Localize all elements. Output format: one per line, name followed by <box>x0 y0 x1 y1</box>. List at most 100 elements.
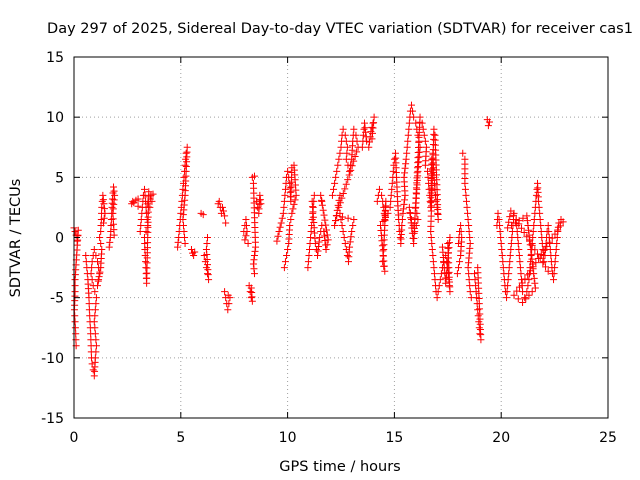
data-point <box>534 250 542 258</box>
data-point <box>362 128 370 136</box>
data-point <box>444 270 452 278</box>
data-point <box>347 166 355 174</box>
y-tick-label: 15 <box>46 50 64 66</box>
data-point <box>292 191 300 199</box>
data-point <box>428 240 436 248</box>
data-point <box>369 124 377 132</box>
data-point <box>474 306 482 314</box>
data-point <box>360 125 368 133</box>
data-point <box>389 167 397 175</box>
data-point <box>321 216 329 224</box>
data-point <box>370 119 378 127</box>
data-point <box>427 227 435 235</box>
data-point <box>367 128 375 136</box>
data-point <box>400 173 408 181</box>
data-point <box>466 234 474 241</box>
data-point <box>514 295 522 303</box>
data-point <box>552 252 560 260</box>
data-point <box>191 248 199 256</box>
data-point <box>462 197 470 205</box>
data-point <box>509 211 517 219</box>
data-point <box>551 264 559 272</box>
data-point <box>370 113 378 121</box>
data-point <box>339 125 347 133</box>
data-point <box>521 294 529 302</box>
data-point <box>71 324 79 332</box>
data-point <box>403 149 411 157</box>
y-tick-label: 0 <box>55 231 64 247</box>
data-point <box>459 149 467 157</box>
data-point <box>529 260 537 268</box>
x-tick-label: 25 <box>599 430 617 446</box>
data-point <box>99 191 107 199</box>
data-point <box>507 246 515 254</box>
data-point <box>91 312 99 320</box>
data-point <box>512 216 520 224</box>
data-point <box>350 215 358 223</box>
data-point <box>108 195 116 203</box>
data-point <box>518 279 526 287</box>
data-point <box>278 214 286 222</box>
data-point <box>71 318 79 326</box>
data-point <box>466 282 474 290</box>
data-point <box>149 190 157 198</box>
data-point <box>510 291 518 299</box>
data-point <box>419 125 427 133</box>
data-point <box>380 246 388 254</box>
data-point <box>522 295 530 303</box>
data-point <box>464 264 472 272</box>
data-point <box>559 218 567 226</box>
data-point <box>515 246 523 254</box>
data-point <box>91 324 99 332</box>
data-point <box>416 113 424 121</box>
data-point <box>537 221 545 229</box>
data-point <box>250 270 258 278</box>
data-point <box>281 258 289 266</box>
data-point <box>244 240 252 248</box>
data-point <box>544 267 552 275</box>
data-point <box>349 221 357 229</box>
data-point <box>331 216 339 224</box>
data-point <box>404 137 412 145</box>
data-point <box>438 243 446 251</box>
x-tick-label: 15 <box>385 430 403 446</box>
data-point <box>406 209 414 217</box>
data-point <box>71 312 79 320</box>
data-point <box>89 366 97 374</box>
data-point <box>92 348 100 356</box>
data-point <box>463 203 471 211</box>
data-point <box>273 237 281 245</box>
data-point <box>341 131 349 139</box>
data-point <box>429 258 437 266</box>
y-tick-label: 10 <box>46 110 64 126</box>
data-point <box>341 185 349 193</box>
data-point <box>311 240 319 248</box>
data-point <box>519 214 527 222</box>
x-axis-label: GPS time / hours <box>279 459 400 475</box>
data-point <box>498 252 506 260</box>
data-point <box>531 284 539 292</box>
data-point <box>91 330 99 338</box>
data-point <box>353 137 361 145</box>
data-point <box>494 209 502 217</box>
data-point <box>319 206 327 214</box>
data-point <box>505 270 513 278</box>
data-point <box>175 234 183 241</box>
data-point <box>435 282 443 290</box>
data-point <box>305 252 313 260</box>
data-point <box>539 259 547 267</box>
data-point <box>524 271 532 279</box>
data-point <box>360 119 368 127</box>
data-point <box>378 191 386 199</box>
data-point <box>142 227 150 235</box>
data-point <box>332 211 340 219</box>
data-point <box>461 185 469 193</box>
data-point <box>314 247 322 255</box>
data-point <box>400 200 408 208</box>
data-point <box>93 282 101 290</box>
data-point <box>453 270 461 278</box>
data-point <box>471 276 479 284</box>
data-point <box>525 276 533 284</box>
data-point <box>504 282 512 290</box>
data-point <box>496 221 504 229</box>
